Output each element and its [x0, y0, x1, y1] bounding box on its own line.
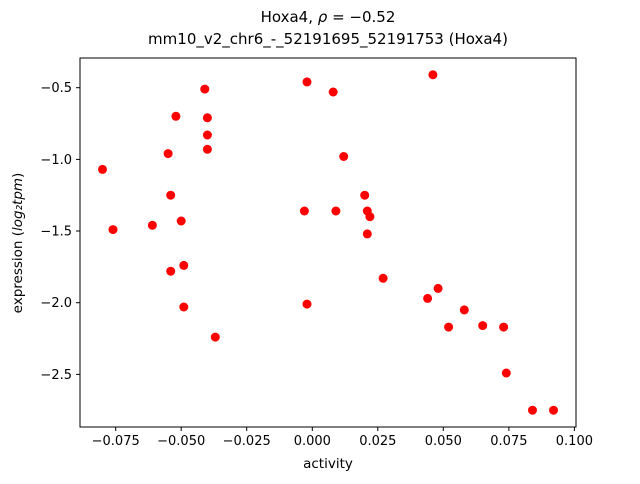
- data-point: [365, 212, 375, 222]
- chart-title-rho: ρ: [318, 8, 328, 26]
- y-tick-label: −2.0: [40, 296, 72, 311]
- data-point: [176, 216, 186, 226]
- y-tick-label: −1.5: [40, 225, 72, 240]
- data-point: [378, 273, 388, 283]
- data-point: [98, 164, 107, 174]
- x-tick-label: −0.050: [157, 434, 205, 449]
- data-point: [444, 322, 454, 332]
- data-point: [459, 305, 469, 315]
- data-point: [163, 149, 173, 159]
- data-point: [166, 266, 176, 276]
- data-point: [478, 321, 488, 331]
- y-axis-label: expression (log₂tpm): [10, 173, 26, 314]
- data-point: [166, 190, 176, 200]
- data-points: [98, 70, 558, 415]
- data-point: [528, 405, 537, 415]
- chart-title: Hoxa4, ρ = −0.52: [261, 8, 396, 26]
- x-tick-label: 0.025: [359, 434, 396, 449]
- y-tick-label: −2.5: [40, 368, 72, 383]
- data-point: [179, 302, 189, 312]
- data-point: [433, 283, 443, 293]
- data-point: [108, 225, 118, 235]
- x-tick-label: 0.050: [425, 434, 462, 449]
- chart-title-value: = −0.52: [327, 8, 395, 26]
- data-point: [501, 368, 511, 378]
- data-point: [299, 206, 309, 216]
- y-axis-label-prefix: expression (: [10, 231, 26, 313]
- x-tick-label: 0.100: [556, 434, 593, 449]
- data-point: [302, 299, 312, 309]
- data-point: [171, 111, 181, 121]
- y-tick-label: −1.0: [40, 153, 72, 168]
- chart-subtitle: mm10_v2_chr6_-_52191695_52191753 (Hoxa4): [148, 30, 508, 49]
- plot-border: [79, 57, 577, 428]
- y-axis-label-suffix: ): [10, 173, 26, 178]
- data-point: [331, 206, 341, 216]
- y-tick-label: −0.5: [40, 81, 72, 96]
- x-tick-label: −0.025: [223, 434, 271, 449]
- data-point: [179, 260, 189, 270]
- data-point: [362, 229, 372, 239]
- data-point: [147, 220, 157, 230]
- data-point: [549, 405, 558, 415]
- data-point: [202, 144, 212, 154]
- x-tick-label: −0.075: [92, 434, 140, 449]
- axes: −0.075 −0.050 −0.025 0.000 0.025 0.050 0.075 0.…: [40, 57, 593, 449]
- x-tick-label: 0.000: [294, 434, 331, 449]
- x-tick-label: 0.075: [490, 434, 527, 449]
- y-axis-label-math: log₂tpm: [10, 178, 26, 231]
- data-point: [328, 87, 338, 97]
- data-point: [423, 293, 433, 303]
- data-point: [210, 332, 220, 342]
- x-axis-label: activity: [303, 456, 353, 472]
- data-point: [428, 70, 438, 80]
- data-point: [360, 190, 370, 200]
- chart-title-text: Hoxa4,: [261, 8, 318, 26]
- data-point: [202, 130, 212, 140]
- data-point: [200, 84, 210, 94]
- data-point: [202, 113, 212, 123]
- data-point: [339, 152, 349, 161]
- data-point: [302, 77, 312, 87]
- data-point: [499, 322, 509, 332]
